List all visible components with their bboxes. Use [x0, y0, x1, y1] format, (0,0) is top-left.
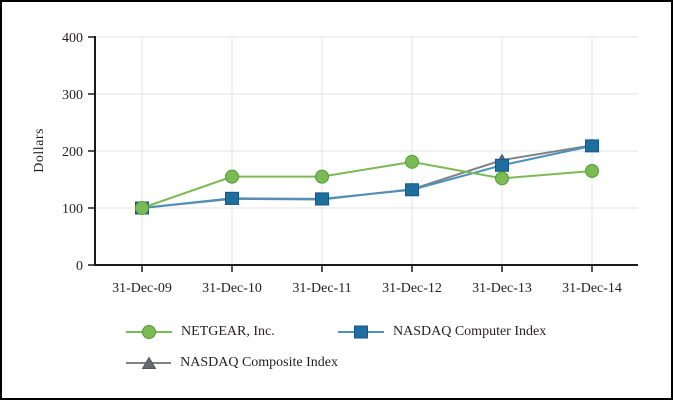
legend-item-triangle: NASDAQ Composite Index	[126, 354, 338, 372]
legend: NETGEAR, Inc. NASDAQ Computer Index NASDA…	[126, 321, 546, 383]
x-tick-label: 31-Dec-13	[472, 281, 532, 296]
triangle-marker-icon	[126, 356, 172, 369]
y-tick-label: 100	[62, 202, 83, 217]
legend-label: NETGEAR, Inc.	[181, 324, 275, 339]
series-nasdaq-computer-index	[135, 139, 599, 215]
x-tick-label: 31-Dec-11	[292, 281, 351, 296]
y-tick-label: 200	[62, 145, 83, 160]
axes	[88, 36, 638, 272]
legend-label: NASDAQ Computer Index	[393, 324, 547, 339]
circle-marker-icon	[126, 325, 172, 339]
x-tick-label: 31-Dec-12	[382, 281, 442, 296]
x-tick-label: 31-Dec-10	[202, 281, 262, 296]
y-tick-label: 300	[62, 88, 83, 103]
y-axis-title: Dollars	[32, 128, 47, 173]
square-marker-icon	[338, 325, 384, 339]
legend-item-circle: NETGEAR, Inc.	[126, 323, 338, 341]
legend-row-2: NASDAQ Composite Index	[126, 352, 546, 374]
legend-row-1: NETGEAR, Inc. NASDAQ Computer Index	[126, 321, 546, 343]
legend-label: NASDAQ Composite Index	[180, 355, 338, 370]
series-netgear-inc	[135, 154, 599, 215]
x-tick-label: 31-Dec-14	[562, 281, 622, 296]
tick-labels: 0 100 200 300 400 31-Dec-09 31-Dec-10 31-Dec-11…	[62, 31, 622, 296]
y-tick-label: 400	[62, 31, 83, 46]
legend-item-square: NASDAQ Computer Index	[338, 323, 546, 341]
y-tick-label: 0	[76, 259, 83, 274]
x-tick-label: 31-Dec-09	[112, 281, 172, 296]
